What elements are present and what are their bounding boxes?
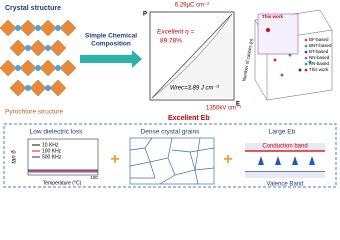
pe-loop bbox=[149, 11, 235, 101]
grains bbox=[129, 137, 215, 185]
text: Large Eb bbox=[269, 129, 296, 136]
legend-marker bbox=[304, 50, 308, 54]
text: Valence Band bbox=[267, 182, 304, 188]
text: Conduction band bbox=[262, 144, 307, 150]
comparison-plot bbox=[254, 9, 333, 101]
band-diagram bbox=[245, 143, 325, 178]
text: Pyrochlore structure bbox=[5, 109, 64, 116]
legend-label: BF-based bbox=[309, 37, 329, 42]
legend-marker bbox=[304, 44, 308, 48]
text: Excellent η = bbox=[157, 29, 195, 36]
text: 1350kV cm⁻¹ bbox=[206, 106, 241, 112]
legend-label: BT-based bbox=[309, 49, 329, 54]
arrow bbox=[80, 50, 142, 68]
text: Crystal structure bbox=[5, 5, 61, 12]
frame bbox=[3, 123, 337, 188]
text: Temperature (°C) bbox=[43, 180, 82, 186]
text: Excellent Eb bbox=[168, 115, 210, 122]
legend: BF-basedBNT-basedBT-basedNN-basedAN-base… bbox=[304, 37, 332, 72]
crystal-lattice bbox=[0, 14, 77, 104]
plus: + bbox=[223, 151, 232, 168]
legend-marker bbox=[304, 38, 308, 42]
text: tan δ bbox=[12, 150, 18, 164]
text: P bbox=[143, 12, 147, 18]
text: Low dielectric loss bbox=[30, 129, 83, 136]
text: 89.78% bbox=[160, 38, 182, 45]
text: Number of cations (n) bbox=[241, 38, 254, 82]
text: Wrec=3.89 J cm⁻³ bbox=[170, 86, 220, 92]
text: Composition bbox=[91, 41, 131, 48]
legend-label: 100 KHz bbox=[42, 148, 62, 154]
legend-marker bbox=[304, 62, 308, 66]
legend-marker bbox=[304, 56, 308, 60]
legend-label: AN-based bbox=[309, 61, 330, 66]
legend-label: NN-based bbox=[309, 55, 330, 60]
graphical-abstract: Crystal structure Pyrochlore structure S… bbox=[0, 3, 337, 188]
plus: + bbox=[110, 151, 119, 168]
legend-label: 10 KHz bbox=[42, 142, 59, 148]
legend-marker bbox=[304, 68, 308, 72]
text: Simple Chemical bbox=[85, 33, 137, 40]
legend-label: BNT-based bbox=[309, 43, 332, 48]
text: E bbox=[236, 102, 240, 108]
points bbox=[266, 28, 312, 77]
text: This work bbox=[262, 14, 284, 19]
legend-label: 500 KHz bbox=[42, 154, 62, 160]
loss-plot bbox=[27, 138, 99, 176]
text: Dense crystal grains bbox=[141, 129, 201, 136]
text: 100 bbox=[90, 175, 98, 180]
text: 6.29μC cm⁻² bbox=[175, 3, 209, 9]
legend-label: This work bbox=[309, 67, 329, 72]
